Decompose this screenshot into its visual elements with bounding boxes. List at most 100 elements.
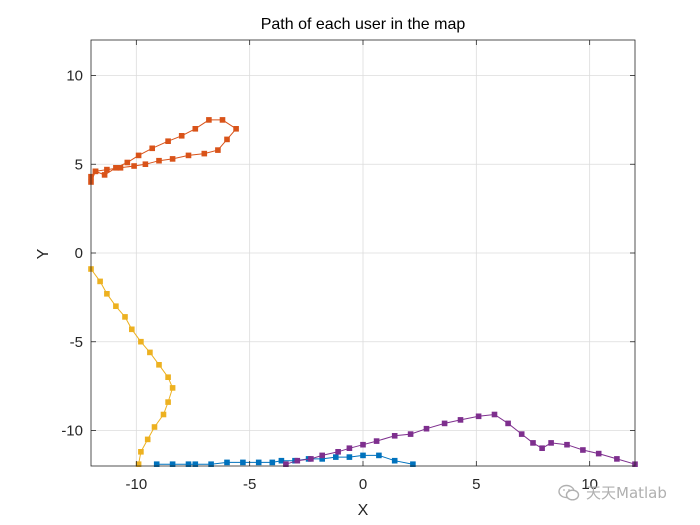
y-axis-label: Y (35, 248, 52, 259)
wechat-icon (558, 484, 580, 501)
x-axis-label: X (358, 502, 369, 519)
watermark: 天天Matlab (558, 482, 667, 503)
chart-title: Path of each user in the map (261, 16, 466, 33)
data-point (156, 362, 162, 368)
data-point (457, 417, 464, 423)
data-point (319, 452, 325, 459)
y-tick-label: 0 (75, 245, 83, 262)
data-point (283, 461, 289, 467)
data-point (346, 454, 353, 460)
data-point (169, 156, 176, 162)
data-point (360, 441, 366, 448)
data-point (294, 457, 301, 464)
data-point (147, 349, 153, 356)
data-point (165, 138, 171, 144)
data-point (346, 445, 353, 451)
data-point (97, 278, 103, 285)
y-tick-label: 10 (66, 68, 83, 85)
data-point (144, 436, 151, 443)
data-point (160, 411, 167, 418)
data-point (539, 445, 545, 451)
y-tick-label: 5 (75, 156, 83, 173)
data-point (373, 438, 380, 444)
data-point (255, 459, 262, 466)
data-point (595, 450, 602, 457)
data-point (153, 461, 160, 467)
data-point (333, 454, 339, 460)
y-tick-label: -5 (70, 334, 83, 351)
x-tick-label: 10 (581, 476, 598, 493)
data-point (530, 440, 536, 446)
data-point (215, 147, 221, 153)
data-point (156, 157, 162, 164)
data-point (518, 431, 525, 437)
data-point (219, 117, 226, 123)
series-user-3 (88, 266, 176, 467)
data-point (475, 413, 482, 420)
data-point (151, 424, 158, 430)
data-point (131, 163, 137, 169)
data-point (165, 374, 171, 380)
data-point (319, 456, 325, 462)
axes: -10 -5 0 5 10 10 5 0 -5 -10 (61, 39, 638, 493)
data-point (391, 457, 398, 464)
watermark-text: 天天Matlab (586, 484, 667, 502)
data-point (441, 420, 448, 427)
data-point (505, 420, 511, 427)
x-tick-label: 5 (472, 476, 480, 493)
y-tick-label: -10 (61, 423, 83, 440)
data-point (423, 425, 430, 432)
x-tick-label: -5 (243, 476, 256, 493)
data-point (580, 447, 586, 453)
grid (91, 40, 635, 466)
data-point (564, 441, 570, 448)
data-point (117, 165, 124, 171)
data-point (206, 117, 212, 123)
data-point (165, 399, 171, 405)
data-point (92, 168, 99, 175)
data-point (308, 456, 314, 462)
data-point (122, 314, 128, 320)
data-point (614, 456, 620, 462)
data-point (407, 431, 414, 437)
data-point (192, 461, 199, 467)
series-user-4 (283, 411, 638, 467)
data-point (391, 433, 398, 439)
data-point (104, 166, 110, 173)
data-point (169, 385, 176, 391)
data-point (138, 449, 144, 455)
series-user-1 (153, 452, 416, 467)
data-point (192, 126, 199, 132)
data-point (185, 461, 192, 467)
data-point (185, 152, 192, 159)
data-point (138, 338, 144, 345)
data-point (169, 461, 176, 467)
data-point (224, 459, 230, 466)
data-point (135, 461, 142, 467)
data-point (135, 152, 142, 159)
data-point (113, 165, 119, 171)
data-point (129, 326, 135, 333)
data-point (548, 440, 554, 446)
data-point (278, 457, 285, 464)
data-point (233, 126, 239, 132)
data-point (208, 461, 214, 467)
x-tick-label: 0 (359, 476, 367, 493)
data-point (124, 159, 131, 166)
data-point (113, 303, 119, 309)
data-point (149, 145, 155, 152)
data-point (491, 411, 498, 418)
ticks: -10 -5 0 5 10 10 5 0 -5 -10 (61, 40, 635, 493)
data-point (376, 452, 382, 459)
data-point (142, 161, 149, 167)
data-point (335, 449, 341, 455)
data-point (410, 461, 416, 467)
data-point (104, 291, 110, 297)
data-point (178, 133, 185, 139)
data-point (224, 136, 230, 143)
data-point (201, 150, 208, 157)
x-tick-label: -10 (125, 476, 147, 493)
data-point (360, 452, 366, 459)
data-point (269, 459, 276, 466)
